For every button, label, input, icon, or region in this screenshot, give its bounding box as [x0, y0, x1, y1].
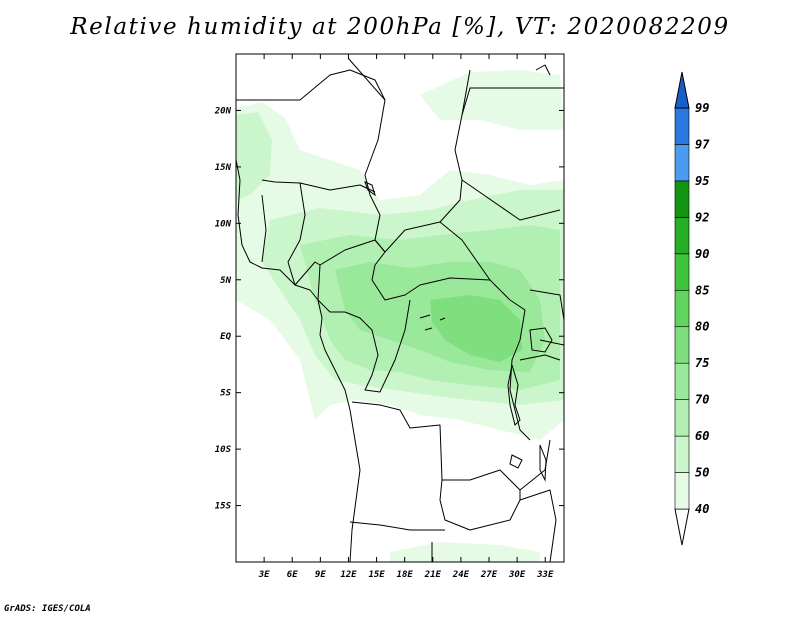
- colorbar: 40 50 60 70 75 80 85 90 92 95 97 99: [674, 71, 710, 546]
- y-tick-label: 5S: [220, 389, 231, 399]
- congo-drc-boundary: [344, 299, 411, 393]
- colorbar-segment: [674, 180, 690, 218]
- colorbar-label: 40: [695, 502, 709, 516]
- map-title: Relative humidity at 200hPa [%], VT: 202…: [70, 14, 730, 40]
- colorbar-segment: [674, 399, 690, 437]
- x-tick-label: 21E: [424, 570, 442, 580]
- colorbar-segment: [674, 362, 690, 400]
- car-boundary: [319, 239, 511, 301]
- y-tick-label: 10N: [215, 219, 232, 229]
- map-frame: [235, 53, 565, 563]
- x-tick-label: 27E: [480, 570, 498, 580]
- colorbar-segment: [674, 472, 690, 510]
- x-tick-label: 6E: [287, 570, 298, 580]
- grads-credit: GrADS: IGES/COLA: [4, 604, 91, 614]
- namibia-boundary: [349, 521, 445, 562]
- colorbar-label: 85: [695, 283, 709, 297]
- colorbar-label: 75: [695, 356, 709, 370]
- x-tick-label: 3E: [258, 570, 270, 580]
- x-tick-label: 18E: [397, 570, 414, 580]
- colorbar-segment: [674, 107, 690, 145]
- mozambique-boundary: [519, 489, 557, 562]
- colorbar-high-arrow: [674, 71, 690, 109]
- colorbar-label: 90: [695, 247, 709, 261]
- niger-boundary: [261, 179, 376, 193]
- colorbar-label: 50: [695, 466, 709, 480]
- zambia-boundary: [442, 439, 551, 491]
- red-sea-coast: [535, 64, 551, 76]
- x-tick-label: 30E: [508, 570, 526, 580]
- x-tick-label: 24E: [452, 570, 470, 580]
- colorbar-segment: [674, 253, 690, 291]
- colorbar-label: 70: [695, 393, 709, 407]
- nigeria-boundary: [261, 182, 306, 286]
- sudan-southsudan-boundary: [439, 179, 561, 281]
- angola-boundary: [351, 401, 521, 531]
- x-tick-label: 15E: [368, 570, 385, 580]
- colorbar-segment: [674, 217, 690, 255]
- humidity-shading: [236, 70, 564, 562]
- humidity-area-50-60: [236, 112, 272, 200]
- lake-tanganyika: [507, 364, 521, 426]
- colorbar-label: 80: [695, 320, 709, 334]
- east-africa-boundary: [519, 289, 564, 361]
- colorbar-label: 97: [695, 137, 710, 151]
- country-borders: [236, 57, 564, 562]
- libya-boundary: [236, 69, 386, 101]
- colorbar-label: 60: [695, 429, 709, 443]
- colorbar-segment: [674, 144, 690, 182]
- colorbar-low-arrow: [674, 508, 690, 546]
- lake-victoria: [529, 327, 553, 353]
- congo-river-lakes: [419, 314, 446, 331]
- colorbar-segment: [674, 435, 690, 473]
- egypt-sudan-boundary: [461, 87, 564, 116]
- colorbar-label: 92: [695, 210, 709, 224]
- axis-ticks: 3E 6E 9E 12E 15E 18E 21E 24E 27E 30E 33E 20N 15N 10N 5…: [214, 54, 564, 580]
- y-tick-label: 15N: [215, 163, 232, 173]
- colorbar-segment: [674, 289, 690, 328]
- colorbar-label: 95: [695, 174, 709, 188]
- west-africa-coastline: [236, 159, 361, 562]
- y-tick-label: 20N: [214, 106, 232, 116]
- y-tick-label: 5N: [220, 276, 231, 286]
- humidity-area-40-50: [420, 70, 564, 130]
- y-tick-label: 10S: [215, 445, 232, 455]
- y-tick-label: EQ: [220, 332, 231, 342]
- humidity-area-40-50: [390, 542, 540, 562]
- y-tick-label: 15S: [215, 502, 232, 512]
- humidity-area-75-80: [430, 295, 522, 362]
- x-tick-label: 12E: [340, 570, 357, 580]
- x-tick-label: 33E: [536, 570, 554, 580]
- lake-malawi: [539, 444, 547, 482]
- lake-chad: [364, 181, 376, 197]
- cameroon-boundary: [294, 261, 345, 313]
- colorbar-label: 99: [695, 101, 709, 115]
- drc-east-boundary: [509, 299, 531, 441]
- x-tick-label: 9E: [315, 570, 326, 580]
- colorbar-segment: [674, 326, 690, 364]
- lake-tonle: [509, 454, 523, 469]
